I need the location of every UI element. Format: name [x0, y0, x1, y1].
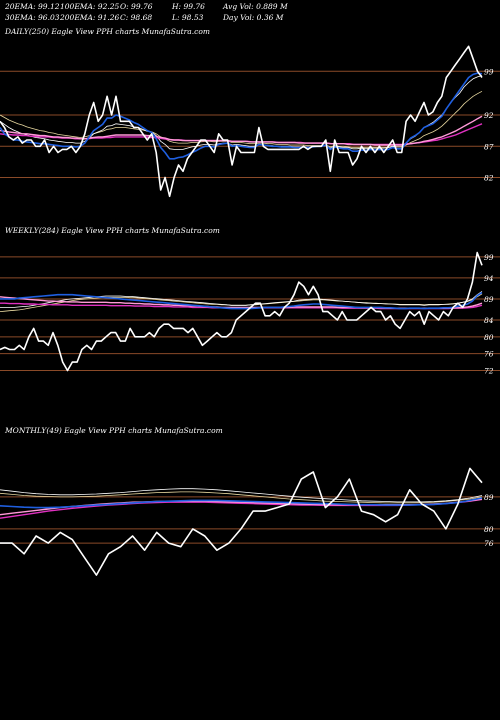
- y-tick-label: 76: [484, 350, 494, 359]
- price-line: [0, 251, 483, 372]
- monthly-chart: 89 80 76: [0, 467, 500, 576]
- stat-30ema: 30EMA: 96.03: [5, 13, 60, 22]
- stat-day-vol: Day Vol: 0.36 M: [223, 13, 284, 22]
- y-tick-label: 89: [484, 295, 494, 304]
- y-tick-label: 80: [484, 333, 494, 342]
- ema-blue-line: [0, 291, 483, 310]
- price-line: [0, 45, 483, 198]
- weekly-chart: 99 94 89 84 80 76 72: [0, 251, 500, 376]
- stat-close: C: 98.68: [120, 13, 153, 22]
- ema-tan-line: [0, 491, 483, 504]
- stat-high: H: 99.76: [172, 2, 205, 11]
- ema-100-line: [0, 115, 483, 146]
- y-tick-label: 87: [484, 142, 494, 151]
- price-line: [0, 467, 483, 576]
- y-tick-label: 84: [484, 316, 494, 325]
- ema-white-line: [0, 488, 483, 503]
- y-tick-label: 99: [484, 67, 494, 76]
- stat-100ema: 100EMA: 92.25: [60, 2, 120, 11]
- weekly-panel-title: WEEKLY(284) Eagle View PPH charts Munafa…: [5, 226, 220, 235]
- stat-low: L: 98.53: [172, 13, 204, 22]
- y-tick-label: 80: [484, 525, 494, 534]
- y-tick-label: 94: [484, 274, 494, 283]
- daily-panel-title: DAILY(250) Eagle View PPH charts MunafaS…: [5, 27, 210, 36]
- y-tick-label: 89: [484, 493, 494, 502]
- y-tick-label: 82: [484, 174, 494, 183]
- stat-200ema: 200EMA: 91.26: [60, 13, 120, 22]
- y-tick-label: 76: [484, 539, 494, 548]
- y-tick-label: 72: [484, 367, 494, 376]
- stat-20ema: 20EMA: 99.12: [5, 2, 60, 11]
- stat-open: O: 99.76: [120, 2, 153, 11]
- monthly-panel-title: MONTHLY(49) Eagle View PPH charts Munafa…: [5, 426, 223, 435]
- stat-avg-vol: Avg Vol: 0.889 M: [223, 2, 288, 11]
- y-tick-label: 99: [484, 253, 494, 262]
- daily-chart: 99 92 87 82: [0, 45, 500, 198]
- ema-white-line: [0, 291, 483, 308]
- y-tick-label: 92: [484, 111, 494, 120]
